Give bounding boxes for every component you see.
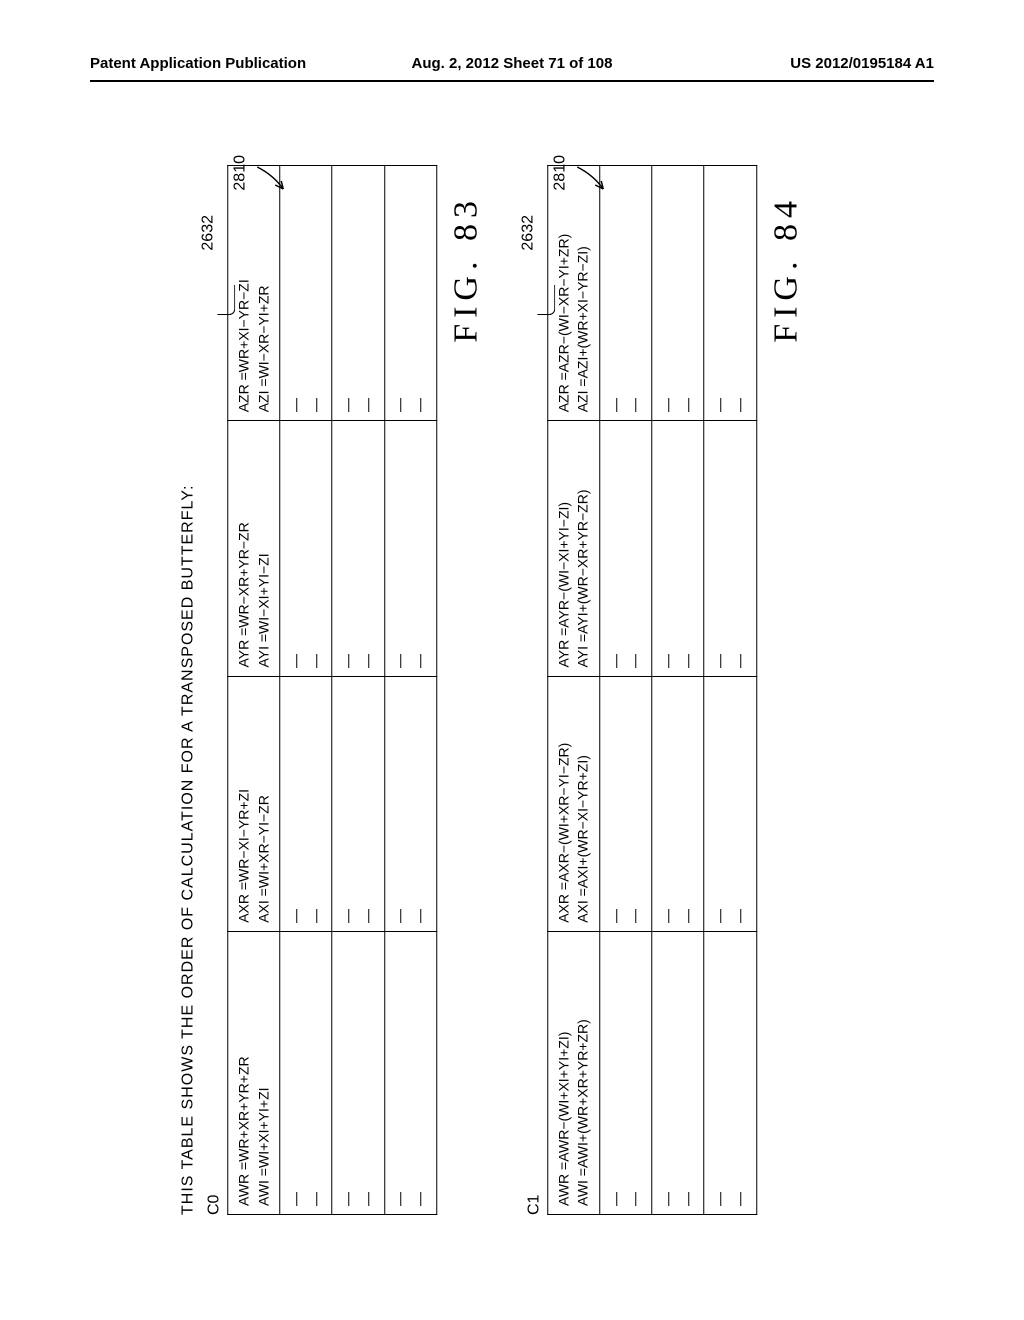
dash-cell — [652, 676, 704, 931]
dash-cell — [384, 676, 436, 931]
fig83-block: C0 2632 2810 AWR =WR+XR+YR+ZR AWI =WI+XI… — [205, 165, 485, 1215]
cell-awr: AWR =WR+XR+YR+ZR AWI =WI+XI+YI+ZI — [228, 931, 280, 1214]
fig83-table: AWR =WR+XR+YR+ZR AWI =WI+XI+YI+ZI AXR =W… — [227, 165, 437, 1215]
cell-azr: AZR =WR+XI−YR−ZI AZI =WI−XR−YI+ZR — [228, 166, 280, 421]
dash-cell — [384, 166, 436, 421]
rotated-content: THIS TABLE SHOWS THE ORDER OF CALCULATIO… — [0, 178, 1024, 1202]
dash-cell — [280, 931, 332, 1214]
dash-cell — [704, 166, 756, 421]
table-row: AWR =WR+XR+YR+ZR AWI =WI+XI+YI+ZI AXR =W… — [228, 166, 280, 1215]
page-title: THIS TABLE SHOWS THE ORDER OF CALCULATIO… — [179, 165, 197, 1215]
dash-cell — [332, 931, 384, 1214]
ref-2632: 2632 — [199, 215, 217, 251]
c1-label: C1 — [525, 165, 543, 1215]
ref-2632-b: 2632 — [519, 215, 537, 251]
header-left: Patent Application Publication — [90, 55, 371, 72]
dash-cell — [704, 676, 756, 931]
fig83-label: FIG. 83 — [447, 165, 485, 1215]
ref-2632-leader — [217, 285, 235, 315]
fig84-label: FIG. 84 — [767, 165, 805, 1215]
cell-ayr: AYR =AYR−(WI−XI+YI−ZI) AYI =AYI+(WR−XR+Y… — [548, 421, 600, 676]
fig84-table: AWR =AWR−(WI+XI+YI+ZI) AWI =AWI+(WR+XR+Y… — [547, 165, 757, 1215]
cell-axr: AXR =WR−XI−YR+ZI AXI =WI+XR−YI−ZR — [228, 676, 280, 931]
dash-cell — [384, 931, 436, 1214]
dash-cell — [280, 421, 332, 676]
cell-axr: AXR =AXR−(WI+XR−YI−ZR) AXI =AXI+(WR−XI−Y… — [548, 676, 600, 931]
ref-2810-leader — [261, 165, 296, 195]
table-row — [280, 166, 332, 1215]
dash-cell — [652, 166, 704, 421]
cell-ayr: AYR =WR−XR+YR−ZR AYI =WI−XI+YI−ZI — [228, 421, 280, 676]
dash-cell — [600, 931, 652, 1214]
dash-cell — [280, 676, 332, 931]
header-center: Aug. 2, 2012 Sheet 71 of 108 — [371, 55, 652, 72]
table-row — [704, 166, 756, 1215]
ref-2810: 2810 — [231, 155, 249, 191]
dash-cell — [652, 421, 704, 676]
dash-cell — [652, 931, 704, 1214]
table-row — [652, 166, 704, 1215]
dash-cell — [384, 421, 436, 676]
table-row — [600, 166, 652, 1215]
dash-cell — [600, 676, 652, 931]
cell-azr: AZR =AZR−(WI−XR−YI+ZR) AZI =AZI+(WR+XI−Y… — [548, 166, 600, 421]
cell-awr: AWR =AWR−(WI+XI+YI+ZI) AWI =AWI+(WR+XR+Y… — [548, 931, 600, 1214]
dash-cell — [704, 931, 756, 1214]
header-right: US 2012/0195184 A1 — [653, 55, 934, 72]
c0-label: C0 — [205, 165, 223, 1215]
ref-2810-b: 2810 — [551, 155, 569, 191]
dash-cell — [332, 421, 384, 676]
fig84-block: C1 2632 2810 AWR =AWR−(WI+XI+YI+ZI) AWI … — [525, 165, 805, 1215]
ref-2810-leader-b — [581, 165, 616, 195]
table-row — [384, 166, 436, 1215]
dash-cell — [332, 676, 384, 931]
dash-cell — [704, 421, 756, 676]
table-row — [332, 166, 384, 1215]
table-row: AWR =AWR−(WI+XI+YI+ZI) AWI =AWI+(WR+XR+Y… — [548, 166, 600, 1215]
page-header: Patent Application Publication Aug. 2, 2… — [0, 55, 1024, 72]
dash-cell — [600, 421, 652, 676]
dash-cell — [332, 166, 384, 421]
header-rule — [90, 80, 934, 82]
ref-2632-leader-b — [537, 285, 555, 315]
dash-cell — [600, 166, 652, 421]
dash-cell — [280, 166, 332, 421]
